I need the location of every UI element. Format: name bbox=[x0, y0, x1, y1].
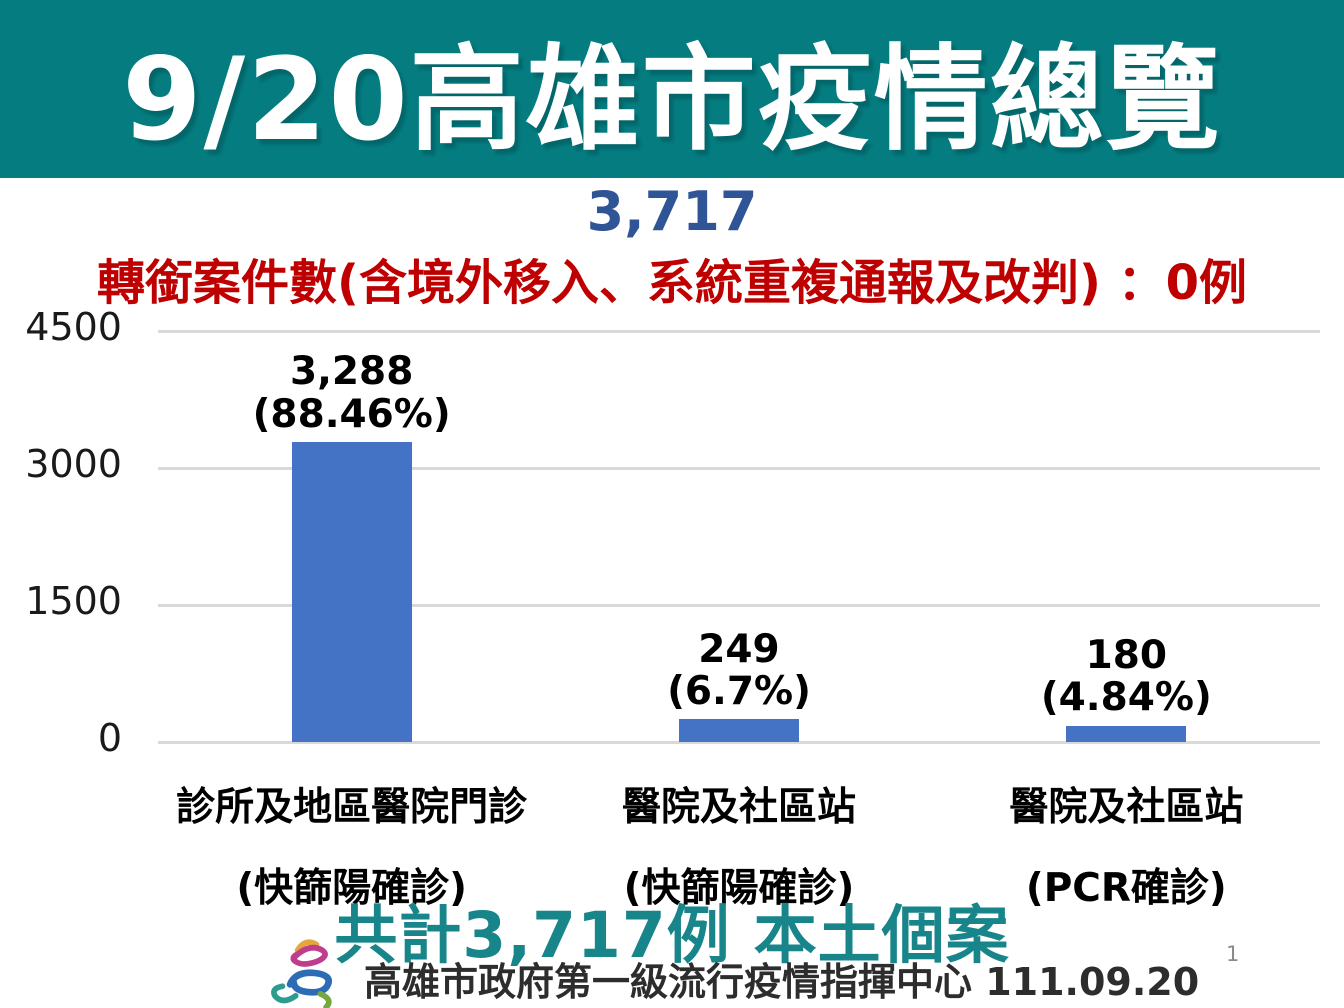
gridline-0 bbox=[158, 740, 1320, 744]
bar-2 bbox=[678, 719, 799, 742]
category-subname: (PCR確診) bbox=[1025, 866, 1227, 911]
footer: 高雄市政府第一級流行疫情指揮中心 111.09.20 bbox=[266, 936, 1199, 1008]
bar-value-label-3: 180 (4.84%) bbox=[933, 635, 1320, 719]
transfer-case-note: 轉銜案件數(含境外移入、系統重複通報及改判) ：0例 bbox=[97, 255, 1247, 311]
category-label-1: 診所及地區醫院門診 (快篩陽確診) bbox=[158, 776, 545, 913]
page-title: 9/20高雄市疫情總覽 bbox=[122, 32, 1222, 166]
category-label-2: 醫院及社區站 (快篩陽確診) bbox=[545, 776, 932, 913]
bar-1 bbox=[291, 441, 412, 742]
category-name: 醫院及社區站 bbox=[621, 785, 856, 830]
category-subname: (快篩陽確診) bbox=[623, 866, 855, 911]
total-case-count: 3,717 bbox=[586, 180, 758, 243]
bar-count: 249 bbox=[698, 627, 780, 673]
bar-3 bbox=[1066, 725, 1187, 742]
y-tick-label: 0 bbox=[97, 716, 122, 760]
y-tick-label: 3000 bbox=[25, 442, 122, 486]
bar-column-3: 180 (4.84%) bbox=[933, 331, 1320, 742]
gridline-3000 bbox=[158, 466, 1320, 470]
page-number: 1 bbox=[1226, 942, 1240, 966]
bar-count: 3,288 bbox=[289, 349, 414, 395]
category-subname: (快篩陽確診) bbox=[236, 866, 467, 911]
bar-percent: (88.46%) bbox=[252, 391, 451, 437]
y-tick-label: 1500 bbox=[25, 579, 122, 623]
category-label-3: 醫院及社區站 (PCR確診) bbox=[933, 776, 1320, 913]
header-banner: 9/20高雄市疫情總覽 bbox=[0, 0, 1344, 178]
bar-column-1: 3,288 (88.46%) bbox=[158, 331, 545, 742]
summary-total-text: 共計3,717例 本土個案 bbox=[334, 899, 1010, 972]
bar-count: 180 bbox=[1085, 633, 1168, 679]
bar-value-label-1: 3,288 (88.46%) bbox=[158, 351, 545, 435]
category-name: 診所及地區醫院門診 bbox=[176, 785, 528, 830]
bar-value-label-2: 249 (6.7%) bbox=[545, 627, 932, 715]
kaohsiung-city-logo-icon bbox=[271, 939, 332, 1008]
bar-percent: (6.7%) bbox=[667, 669, 811, 715]
y-tick-label: 4500 bbox=[25, 305, 122, 349]
gridline-4500 bbox=[158, 329, 1320, 333]
category-name: 醫院及社區站 bbox=[1009, 785, 1244, 830]
gridline-1500 bbox=[158, 603, 1320, 607]
bar-percent: (4.84%) bbox=[1040, 675, 1212, 721]
x-axis-category-labels: 診所及地區醫院門診 (快篩陽確診) 醫院及社區站 (快篩陽確診) 醫院及社區站 (PCR確… bbox=[158, 776, 1320, 913]
plot-area: 3,288 (88.46%) 249 (6.7%) 180 (4.84%) bbox=[158, 329, 1320, 744]
footer-command-center-text: 高雄市政府第一級流行疫情指揮中心 111.09.20 bbox=[364, 960, 1200, 1004]
bar-column-2: 249 (6.7%) bbox=[545, 331, 932, 742]
